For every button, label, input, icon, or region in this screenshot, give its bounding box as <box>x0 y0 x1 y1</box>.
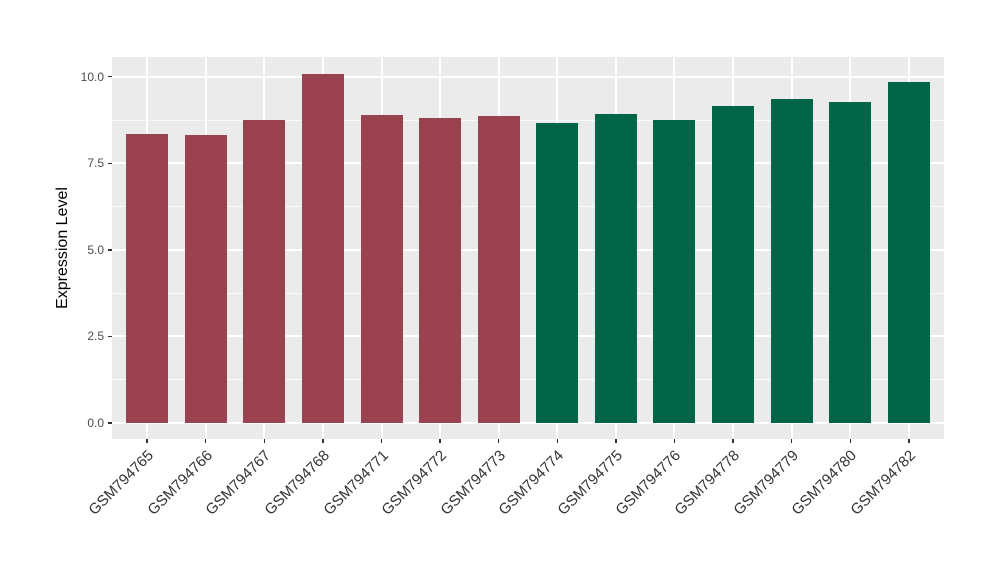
x-tick-mark <box>322 439 324 443</box>
gridline-minor <box>112 119 944 121</box>
x-tick-mark <box>790 439 793 443</box>
y-tick-mark <box>108 422 112 424</box>
x-tick-mark <box>615 439 617 443</box>
y-tick-mark <box>108 75 112 78</box>
bar-GSM794775 <box>594 114 637 424</box>
bar-GSM794773 <box>477 115 520 424</box>
bar-GSM794774 <box>536 123 579 424</box>
x-tick-mark <box>673 439 676 443</box>
x-tick-mark <box>146 439 148 443</box>
y-tick-label: 10.0 <box>80 69 104 84</box>
bar-GSM794778 <box>712 105 755 424</box>
y-tick-mark <box>108 162 112 165</box>
gridline-minor <box>112 379 944 381</box>
y-tick-label: 0.0 <box>87 416 104 431</box>
gridline-major <box>112 248 944 251</box>
x-tick-mark <box>263 439 266 443</box>
bar-GSM794765 <box>126 134 169 424</box>
x-tick-mark <box>204 439 207 443</box>
gridline-major <box>112 75 944 78</box>
y-tick-label: 2.5 <box>87 329 104 344</box>
gridline-major <box>112 162 944 165</box>
bar-GSM794780 <box>829 101 872 424</box>
gridline-minor <box>112 292 944 294</box>
x-tick-mark <box>439 439 441 443</box>
bar-GSM794771 <box>360 114 403 424</box>
plot-panel <box>112 57 944 439</box>
bar-GSM794782 <box>887 82 930 424</box>
x-tick-mark <box>380 439 383 443</box>
x-tick-mark <box>556 439 559 443</box>
x-tick-mark <box>732 439 734 443</box>
bar-GSM794768 <box>301 74 344 424</box>
y-tick-mark <box>108 249 112 251</box>
bar-GSM794766 <box>184 135 227 424</box>
x-tick-mark <box>849 439 851 443</box>
y-tick-label: 7.5 <box>87 156 104 171</box>
x-tick-mark <box>908 439 910 443</box>
bar-GSM794772 <box>419 117 462 424</box>
y-tick-label: 5.0 <box>87 242 104 257</box>
y-tick-mark <box>108 335 112 338</box>
bar-GSM794779 <box>770 98 813 424</box>
gridline-minor <box>112 206 944 208</box>
bar-GSM794776 <box>653 119 696 424</box>
bar-GSM794767 <box>243 119 286 424</box>
x-tick-mark <box>497 439 500 443</box>
gridline-major <box>112 335 944 338</box>
gridline-major <box>112 422 944 425</box>
